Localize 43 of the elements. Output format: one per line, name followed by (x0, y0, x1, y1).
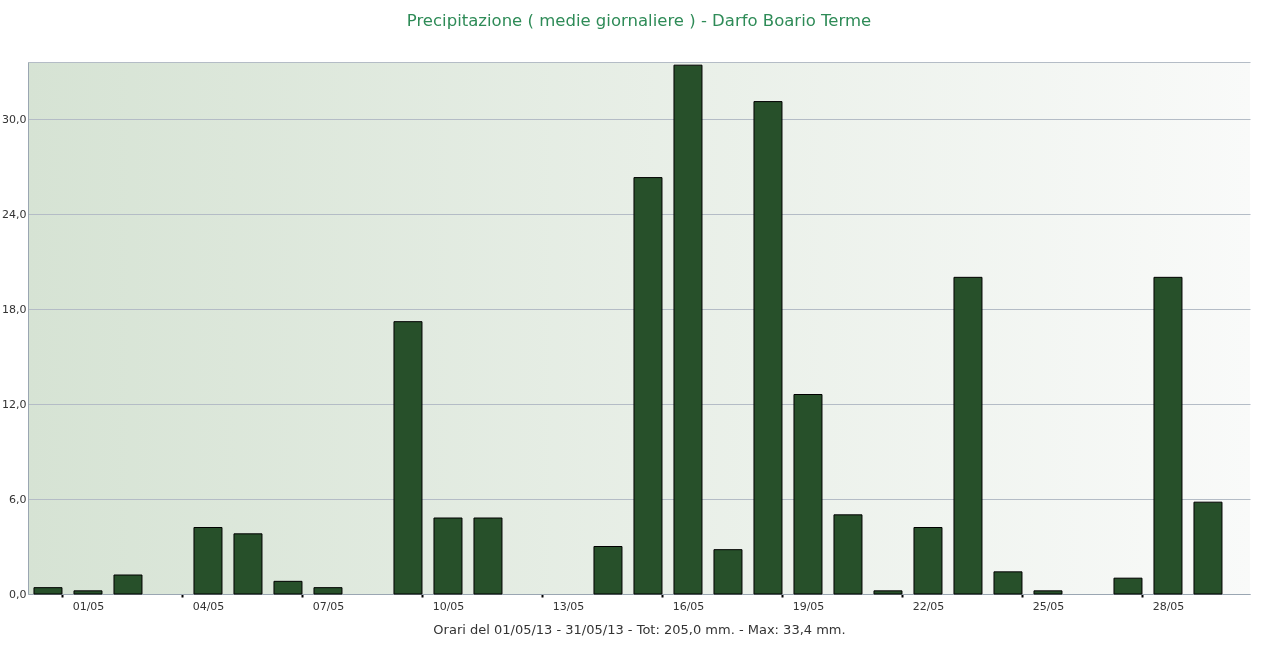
x-tick-label: 13/05 (552, 599, 585, 613)
bar (473, 517, 503, 595)
y-tick-label: 12,0 (2, 397, 27, 411)
bar (793, 394, 823, 595)
x-tick-label: 16/05 (672, 599, 705, 613)
bar (1193, 501, 1223, 595)
x-tick-label: 01/05 (72, 599, 105, 613)
bar (753, 101, 783, 595)
x-tick-label: 22/05 (912, 599, 945, 613)
bar (713, 549, 743, 595)
bar (593, 546, 623, 595)
bar (993, 571, 1023, 595)
x-tick-label: 19/05 (792, 599, 825, 613)
bar (33, 587, 63, 595)
x-tick-label: 10/05 (432, 599, 465, 613)
bar (233, 533, 263, 595)
y-tick-label: 6,0 (9, 492, 27, 506)
bar (833, 514, 863, 595)
bar (633, 177, 663, 595)
bar (73, 590, 103, 595)
y-tick-label: 30,0 (2, 112, 27, 126)
y-tick-label: 24,0 (2, 207, 27, 221)
bar (193, 527, 223, 595)
x-tick-label: 07/05 (312, 599, 345, 613)
bar (313, 587, 343, 595)
bar (393, 321, 423, 595)
bar (433, 517, 463, 595)
chart-title: Precipitazione ( medie giornaliere ) - Darfo Boario Terme (406, 10, 872, 30)
bar (953, 276, 983, 595)
x-axis-title: Orari del 01/05/13 - 31/05/13 - Tot: 205,0 mm. - Max: 33,4 mm. (433, 621, 846, 637)
bar (273, 580, 303, 595)
x-tick-label: 25/05 (1032, 599, 1065, 613)
x-tick-label: 04/05 (192, 599, 225, 613)
y-tick-label: 0,0 (9, 587, 27, 601)
bar (873, 590, 903, 595)
y-tick-label: 18,0 (2, 302, 27, 316)
bar (1153, 276, 1183, 595)
x-tick-label: 28/05 (1152, 599, 1185, 613)
bar (673, 64, 703, 595)
bar (1033, 590, 1063, 595)
bar (113, 574, 143, 595)
bar (1113, 577, 1143, 595)
bar (913, 527, 943, 595)
